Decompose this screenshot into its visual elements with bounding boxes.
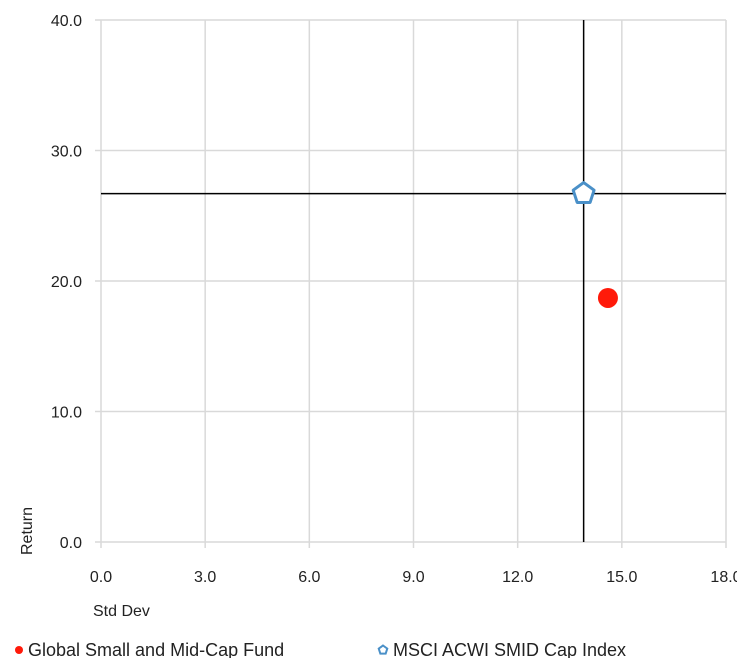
y-tick-label: 40.0 [51, 13, 82, 30]
index-data-point [571, 181, 596, 204]
y-tick-label: 0.0 [60, 535, 82, 552]
legend-fund-label: Global Small and Mid-Cap Fund [28, 640, 284, 658]
y-axis-title: Return [19, 507, 36, 555]
x-axis-ticks: 0.0 3.0 6.0 9.0 12.0 15.0 18.0 [90, 569, 737, 586]
y-tick-label: 20.0 [51, 274, 82, 291]
x-axis-title: Std Dev [93, 603, 150, 620]
x-tick-label: 0.0 [90, 569, 112, 586]
x-tick-label: 6.0 [298, 569, 320, 586]
x-tick-label: 9.0 [402, 569, 424, 586]
reference-lines [101, 20, 726, 542]
data-points [571, 181, 618, 308]
fund-data-point [597, 287, 618, 308]
x-tick-label: 18.0 [710, 569, 737, 586]
legend-index-label: MSCI ACWI SMID Cap Index [393, 640, 626, 658]
y-axis-ticks: 0.0 10.0 20.0 30.0 40.0 [51, 13, 82, 552]
y-tick-label: 30.0 [51, 144, 82, 161]
x-tick-label: 3.0 [194, 569, 216, 586]
legend: Global Small and Mid-Cap Fund MSCI ACWI … [15, 640, 626, 658]
x-tick-label: 12.0 [502, 569, 533, 586]
legend-index-marker [377, 644, 389, 655]
grid-lines [95, 19, 727, 548]
y-tick-label: 10.0 [51, 405, 82, 422]
x-tick-label: 15.0 [606, 569, 637, 586]
legend-fund-marker [15, 646, 23, 654]
